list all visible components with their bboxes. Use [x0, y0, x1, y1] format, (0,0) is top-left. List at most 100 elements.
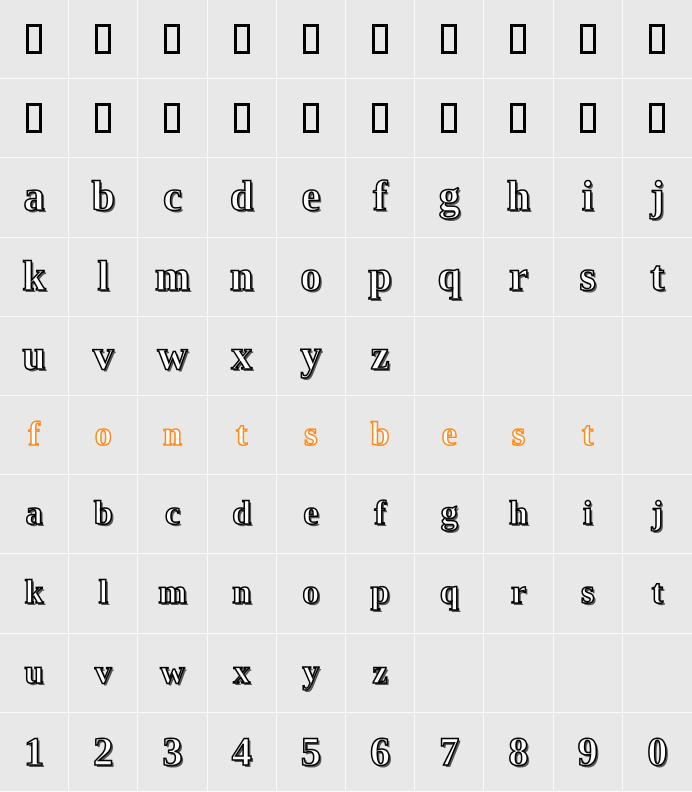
glyph-cell: ee	[277, 475, 346, 554]
glyph-cell: ww	[138, 317, 207, 396]
glyph-cell: hh	[484, 475, 553, 554]
glyph-cell	[484, 317, 553, 396]
glyph-cell: n	[138, 396, 207, 475]
glyph-cell: dd	[208, 158, 277, 237]
glyph-cell: zz	[346, 317, 415, 396]
glyph-cell: qq	[415, 554, 484, 633]
glyph-cell	[138, 0, 207, 79]
glyph-cell: dd	[208, 475, 277, 554]
glyph-cell: ff	[346, 158, 415, 237]
glyph-cell: yy	[277, 317, 346, 396]
glyph-cell: tt	[623, 554, 692, 633]
glyph-cell	[484, 0, 553, 79]
glyph-cell: xx	[208, 317, 277, 396]
glyph-cell: 55	[277, 713, 346, 792]
glyph-cell	[623, 317, 692, 396]
glyph-cell: f	[0, 396, 69, 475]
glyph-cell: t	[554, 396, 623, 475]
glyph-cell: aa	[0, 475, 69, 554]
glyph-cell: gg	[415, 475, 484, 554]
glyph-cell	[623, 0, 692, 79]
glyph-cell	[277, 0, 346, 79]
glyph-cell	[0, 0, 69, 79]
font-glyph-grid: aabbccddeeffgghhiijjkkllmmnnooppqqrrsstt…	[0, 0, 692, 792]
glyph-cell: aa	[0, 158, 69, 237]
glyph-cell: vv	[69, 317, 138, 396]
glyph-cell	[554, 0, 623, 79]
glyph-cell: 88	[484, 713, 553, 792]
glyph-cell: ii	[554, 158, 623, 237]
glyph-cell: vv	[69, 634, 138, 713]
glyph-cell: 99	[554, 713, 623, 792]
glyph-cell: s	[484, 396, 553, 475]
glyph-cell: 33	[138, 713, 207, 792]
glyph-cell: ll	[69, 238, 138, 317]
glyph-cell: xx	[208, 634, 277, 713]
glyph-cell: pp	[346, 238, 415, 317]
glyph-cell: ss	[554, 238, 623, 317]
glyph-cell	[277, 79, 346, 158]
glyph-cell: 22	[69, 713, 138, 792]
glyph-cell	[484, 634, 553, 713]
glyph-cell	[554, 634, 623, 713]
glyph-cell: zz	[346, 634, 415, 713]
glyph-cell: ii	[554, 475, 623, 554]
glyph-cell	[623, 79, 692, 158]
glyph-cell: mm	[138, 554, 207, 633]
glyph-cell	[623, 634, 692, 713]
glyph-cell	[623, 396, 692, 475]
glyph-cell	[346, 0, 415, 79]
glyph-cell: mm	[138, 238, 207, 317]
glyph-cell	[415, 317, 484, 396]
glyph-cell	[138, 79, 207, 158]
glyph-cell: oo	[277, 554, 346, 633]
glyph-cell: ww	[138, 634, 207, 713]
glyph-cell: t	[208, 396, 277, 475]
glyph-cell: ff	[346, 475, 415, 554]
glyph-cell	[346, 79, 415, 158]
glyph-cell: rr	[484, 238, 553, 317]
glyph-cell	[554, 317, 623, 396]
glyph-cell: 66	[346, 713, 415, 792]
glyph-cell: o	[69, 396, 138, 475]
glyph-cell: cc	[138, 475, 207, 554]
glyph-cell: ll	[69, 554, 138, 633]
glyph-cell	[415, 634, 484, 713]
glyph-cell: nn	[208, 238, 277, 317]
glyph-cell	[484, 79, 553, 158]
glyph-cell: b	[346, 396, 415, 475]
glyph-cell	[0, 79, 69, 158]
glyph-cell: jj	[623, 475, 692, 554]
glyph-cell: qq	[415, 238, 484, 317]
glyph-cell: bb	[69, 158, 138, 237]
glyph-cell: cc	[138, 158, 207, 237]
glyph-cell: gg	[415, 158, 484, 237]
glyph-cell	[415, 0, 484, 79]
glyph-cell: ss	[554, 554, 623, 633]
glyph-cell	[415, 79, 484, 158]
glyph-cell: ee	[277, 158, 346, 237]
glyph-cell: uu	[0, 317, 69, 396]
glyph-cell: 44	[208, 713, 277, 792]
glyph-cell: 77	[415, 713, 484, 792]
glyph-cell: jj	[623, 158, 692, 237]
glyph-cell: bb	[69, 475, 138, 554]
glyph-cell: kk	[0, 554, 69, 633]
glyph-cell	[554, 79, 623, 158]
glyph-cell	[69, 79, 138, 158]
glyph-cell: uu	[0, 634, 69, 713]
glyph-cell: oo	[277, 238, 346, 317]
glyph-cell: 00	[623, 713, 692, 792]
glyph-cell: e	[415, 396, 484, 475]
glyph-cell: tt	[623, 238, 692, 317]
glyph-cell: kk	[0, 238, 69, 317]
glyph-cell: nn	[208, 554, 277, 633]
glyph-cell: rr	[484, 554, 553, 633]
glyph-cell: yy	[277, 634, 346, 713]
glyph-cell: 11	[0, 713, 69, 792]
glyph-cell	[208, 79, 277, 158]
glyph-cell: hh	[484, 158, 553, 237]
glyph-cell	[69, 0, 138, 79]
glyph-cell: s	[277, 396, 346, 475]
glyph-cell: pp	[346, 554, 415, 633]
